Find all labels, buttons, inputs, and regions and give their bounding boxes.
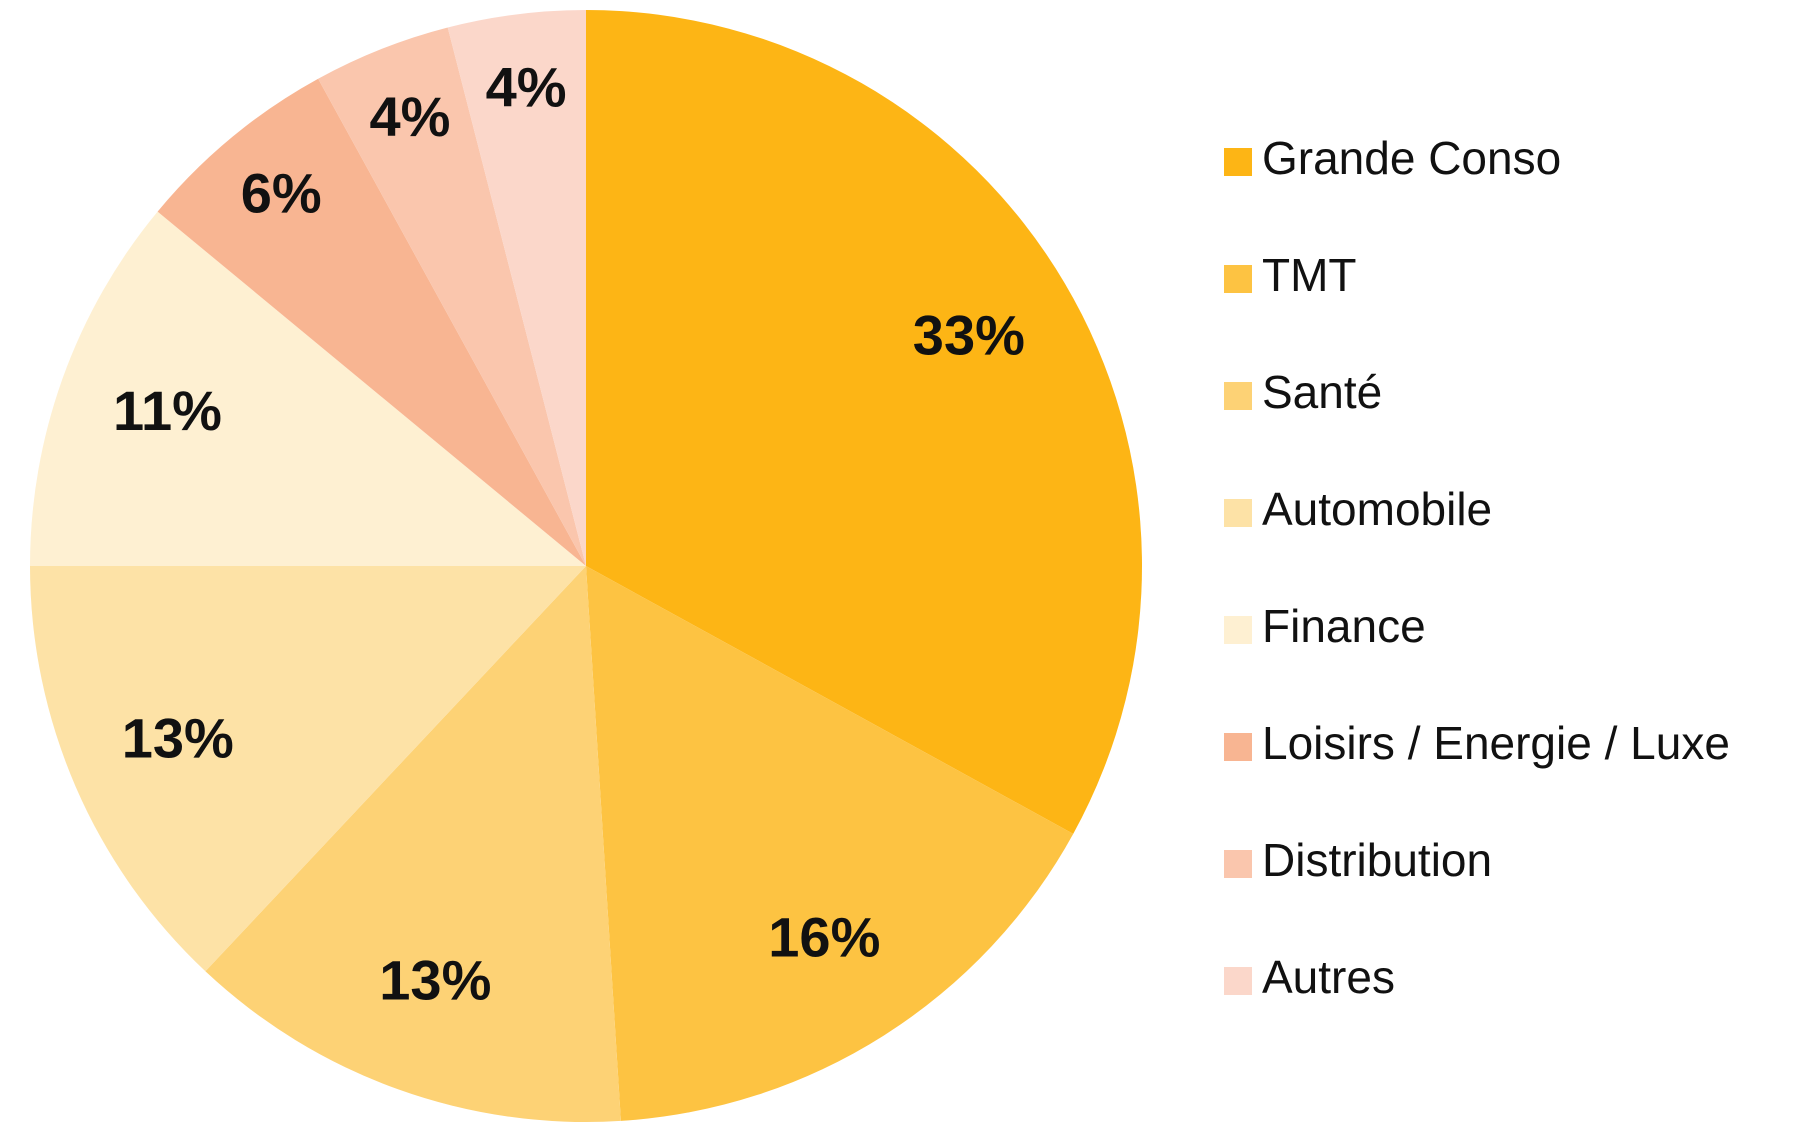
pie-slice — [30, 211, 586, 566]
legend-label: Santé — [1262, 366, 1382, 418]
data-label: 4% — [486, 55, 567, 118]
legend-label: Finance — [1262, 600, 1426, 652]
pie-slice — [447, 10, 586, 566]
data-label: 11% — [113, 379, 222, 442]
legend-swatch — [1224, 499, 1252, 527]
legend-swatch — [1224, 265, 1252, 293]
data-label: 33% — [913, 303, 1025, 366]
pie-slice — [30, 566, 586, 972]
legend-label: TMT — [1262, 249, 1357, 301]
data-label: 4% — [370, 85, 451, 148]
legend-swatch — [1224, 967, 1252, 995]
legend-swatch — [1224, 733, 1252, 761]
legend-label: Autres — [1262, 951, 1395, 1003]
data-label: 16% — [768, 905, 880, 968]
legend-swatch — [1224, 382, 1252, 410]
pie-slice — [586, 10, 1143, 834]
legend-label: Distribution — [1262, 834, 1492, 886]
legend-label: Automobile — [1262, 483, 1492, 535]
legend-label: Grande Conso — [1262, 132, 1561, 184]
pie-slice — [205, 566, 621, 1122]
legend-label: Loisirs / Energie / Luxe — [1262, 717, 1730, 769]
data-label: 13% — [122, 706, 234, 769]
pie-slice — [586, 566, 1074, 1121]
legend-swatch — [1224, 616, 1252, 644]
pie-slice — [157, 78, 586, 566]
pie-slice — [318, 27, 586, 566]
data-label: 6% — [241, 161, 322, 224]
legend-swatch — [1224, 850, 1252, 878]
data-label: 13% — [379, 948, 491, 1011]
legend-swatch — [1224, 148, 1252, 176]
